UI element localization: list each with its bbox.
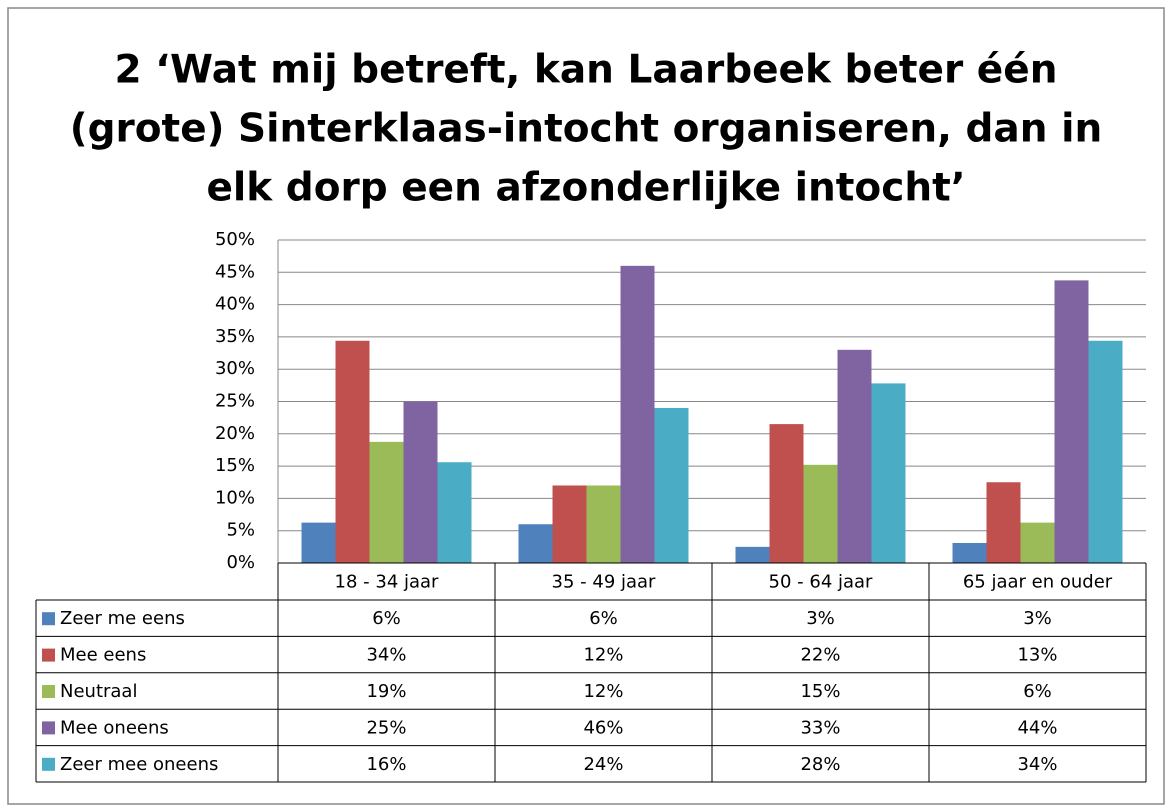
- bar: [437, 462, 472, 563]
- legend-swatch: [42, 648, 55, 662]
- bar: [1088, 340, 1123, 563]
- bar: [1054, 280, 1089, 563]
- bar: [301, 522, 336, 563]
- y-tick-label: 30%: [215, 358, 255, 379]
- x-tick-label: 50 - 64 jaar: [769, 572, 874, 593]
- x-tick-label: 18 - 34 jaar: [335, 572, 440, 593]
- bar: [1020, 522, 1055, 563]
- legend-label: Neutraal: [60, 681, 137, 702]
- table-value: 15%: [800, 681, 840, 702]
- chart-border: [7, 7, 1165, 805]
- table-value: 46%: [583, 717, 623, 738]
- y-tick-label: 35%: [215, 326, 255, 347]
- legend-swatch: [42, 757, 55, 771]
- table-value: 44%: [1017, 717, 1057, 738]
- table-value: 16%: [366, 754, 406, 775]
- table-value: 22%: [800, 645, 840, 666]
- legend-label: Zeer mee oneens: [60, 754, 218, 775]
- chart-title: 2 ‘Wat mij betreft, kan Laarbeek beter é…: [115, 48, 1058, 93]
- legend-label: Zeer me eens: [60, 608, 185, 629]
- chart-title: elk dorp een afzonderlijke intocht’: [206, 166, 965, 211]
- legend-swatch: [42, 612, 55, 626]
- x-tick-label: 35 - 49 jaar: [552, 572, 657, 593]
- y-tick-label: 0%: [226, 552, 255, 573]
- bar: [620, 265, 655, 563]
- legend-label: Mee oneens: [60, 717, 169, 738]
- bar: [952, 542, 987, 563]
- y-tick-label: 20%: [215, 423, 255, 444]
- bar: [369, 441, 404, 563]
- bar: [654, 407, 689, 563]
- table-value: 25%: [366, 717, 406, 738]
- bar: [552, 485, 587, 563]
- bar: [735, 546, 770, 563]
- legend-swatch: [42, 721, 55, 735]
- bar: [518, 524, 553, 563]
- bar: [986, 482, 1021, 563]
- bar: [871, 383, 906, 563]
- table-value: 12%: [583, 681, 623, 702]
- y-tick-label: 45%: [215, 261, 255, 282]
- y-tick-label: 5%: [226, 520, 255, 541]
- table-value: 3%: [1023, 608, 1052, 629]
- legend-swatch: [42, 685, 55, 698]
- y-tick-label: 50%: [215, 229, 255, 250]
- x-tick-label: 65 jaar en ouder: [963, 572, 1113, 593]
- bar: [586, 485, 621, 563]
- table-value: 12%: [583, 645, 623, 666]
- bar: [769, 424, 804, 563]
- table-value: 19%: [366, 681, 406, 702]
- table-value: 34%: [366, 645, 406, 666]
- table-value: 6%: [589, 608, 618, 629]
- table-value: 6%: [1023, 681, 1052, 702]
- table-value: 13%: [1017, 645, 1057, 666]
- bar: [837, 349, 872, 563]
- table-value: 28%: [800, 754, 840, 775]
- table-value: 24%: [583, 754, 623, 775]
- y-tick-label: 25%: [215, 391, 255, 412]
- bar: [403, 401, 438, 563]
- bar: [803, 464, 838, 563]
- y-tick-label: 40%: [215, 294, 255, 315]
- y-tick-label: 10%: [215, 487, 255, 508]
- table-value: 33%: [800, 717, 840, 738]
- legend-label: Mee eens: [60, 645, 146, 666]
- chart-title: (grote) Sinterklaas-intocht organiseren,…: [70, 107, 1102, 152]
- table-value: 6%: [372, 608, 401, 629]
- table-value: 34%: [1017, 754, 1057, 775]
- bar: [335, 340, 370, 563]
- table-value: 3%: [806, 608, 835, 629]
- y-tick-label: 15%: [215, 455, 255, 476]
